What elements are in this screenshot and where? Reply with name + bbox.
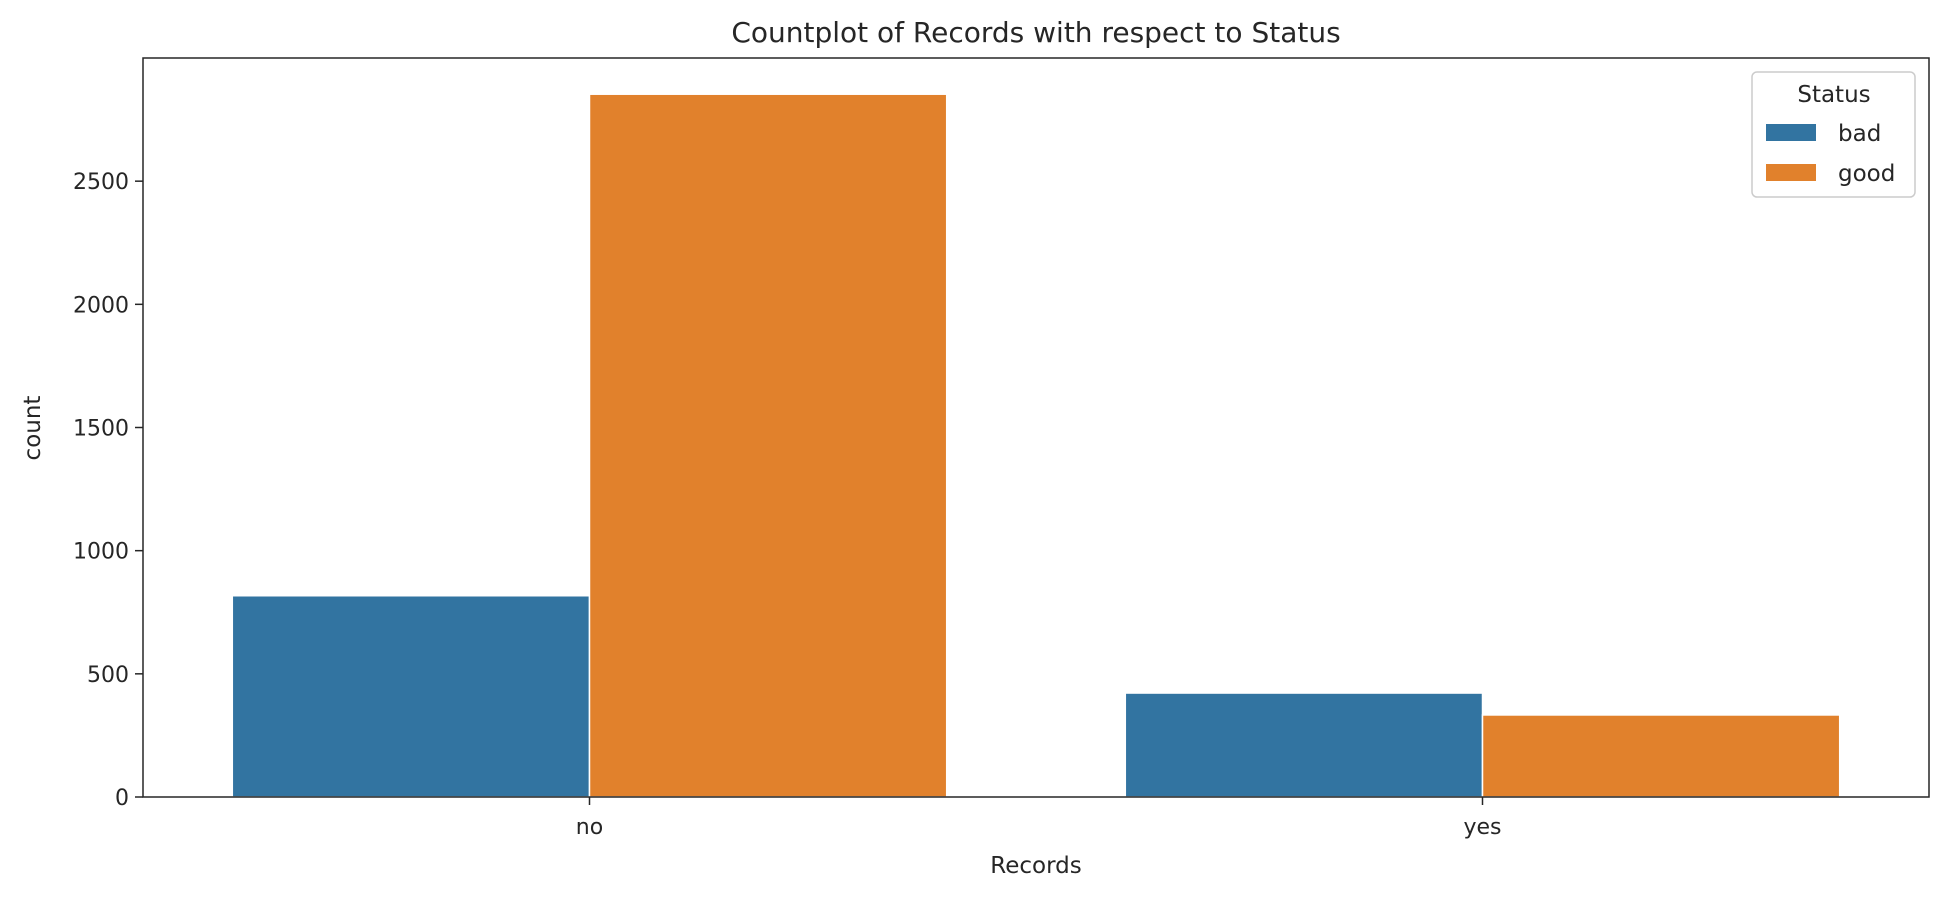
legend: Status bad good — [1751, 71, 1916, 198]
y-tick-label: 500 — [87, 663, 129, 688]
x-tick-label: yes — [1463, 815, 1501, 840]
x-tick-label: no — [576, 815, 603, 840]
x-axis-label: Records — [990, 853, 1081, 879]
y-tick-label: 0 — [115, 786, 129, 811]
plot-frame — [142, 57, 1930, 798]
bar-yes-good — [1481, 714, 1841, 798]
legend-swatch-good — [1766, 164, 1816, 181]
chart-title: Countplot of Records with respect to Sta… — [731, 16, 1340, 49]
bars-group — [231, 93, 1841, 798]
y-axis-ticks: 0 500 1000 1500 2000 2500 — [73, 170, 143, 811]
legend-label-bad: bad — [1838, 121, 1881, 147]
bar-yes-bad — [1124, 692, 1484, 798]
legend-entries: bad good — [1766, 121, 1895, 187]
y-tick-label: 1500 — [73, 417, 129, 442]
bar-no-bad — [231, 594, 591, 798]
y-tick-label: 2500 — [73, 170, 129, 195]
legend-title: Status — [1797, 82, 1870, 108]
bar-no-good — [588, 93, 948, 798]
y-axis-label: count — [20, 396, 46, 461]
y-tick-label: 1000 — [73, 540, 129, 565]
y-tick-label: 2000 — [73, 293, 129, 318]
x-axis-ticks: no yes — [576, 797, 1502, 840]
legend-swatch-bad — [1766, 124, 1816, 141]
legend-label-good: good — [1838, 161, 1895, 187]
